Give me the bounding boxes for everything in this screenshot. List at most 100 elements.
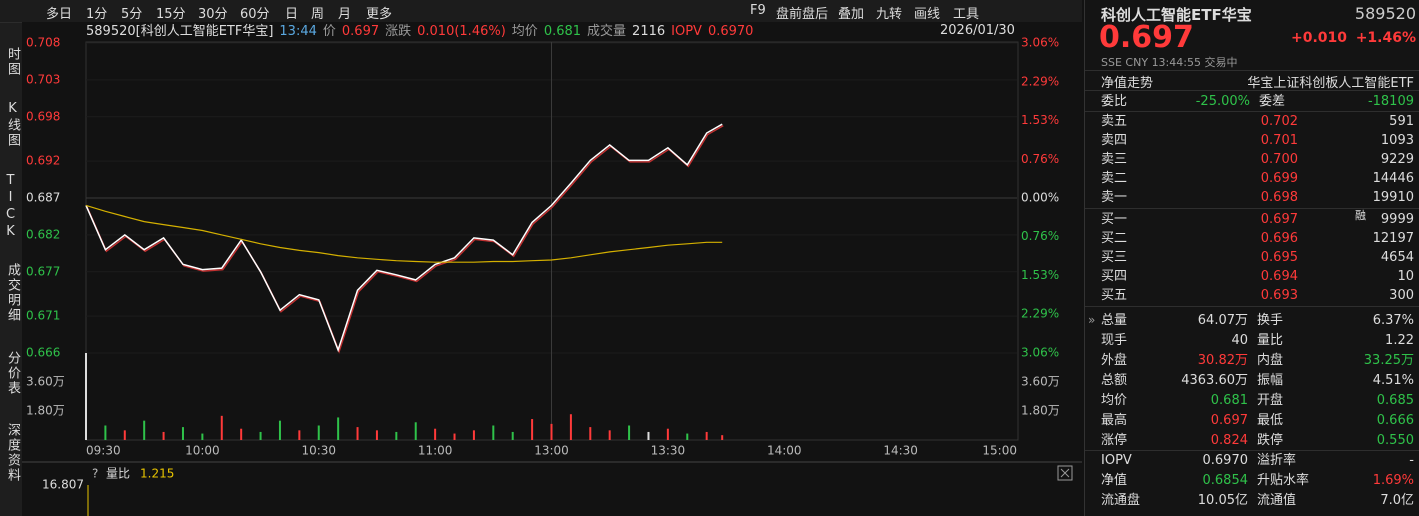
tool-button[interactable]: 叠加 (838, 7, 865, 22)
change-pct: +1.46% (1355, 30, 1416, 46)
tool-button[interactable]: 画线 (914, 7, 941, 22)
book-price: 0.701 (1260, 133, 1298, 148)
volume-bar (181, 427, 184, 440)
fund-value: 0.6854 (1202, 473, 1249, 488)
label: 价 (322, 24, 336, 39)
x-tick-label: 09:30 (86, 444, 121, 458)
volume: 2116 (632, 24, 666, 39)
row: 卖四 0.701 1093 (1085, 131, 1419, 150)
close-button[interactable] (1057, 465, 1073, 481)
period-tab[interactable]: 5分 (121, 7, 143, 22)
row: 买四 0.694 10 (1085, 267, 1419, 286)
label: 涨跌 (385, 24, 412, 39)
book-price: 0.694 (1260, 269, 1298, 284)
quote-meta: SSE CNY 13:44:55 交易中 (1101, 54, 1237, 70)
side-tab[interactable]: 深度资料 (5, 423, 20, 483)
y2-tick-label: 3.06% (1021, 346, 1059, 360)
label: 委差 (1259, 94, 1286, 109)
time: 13:44:55 (1151, 56, 1201, 69)
volume-bar (278, 420, 281, 440)
volume-bar (104, 425, 107, 440)
book-label: 卖二 (1101, 171, 1128, 186)
stat-label: 换手 (1257, 313, 1284, 328)
close-icon (1060, 468, 1070, 478)
book-volume: 10 (1397, 269, 1414, 284)
exchange: SSE (1101, 56, 1122, 69)
y-tick-label: 0.708 (26, 36, 60, 50)
stat-value: 0.681 (1210, 393, 1248, 408)
stat-value: 0.685 (1376, 393, 1414, 408)
volume-bar (220, 415, 223, 440)
vol-tick-label: 1.80万 (26, 404, 65, 418)
book-label: 卖四 (1101, 133, 1128, 148)
side-tab[interactable]: 时图 (5, 47, 20, 77)
period-tab[interactable]: 日 (285, 7, 299, 22)
book-volume: 1093 (1380, 133, 1414, 148)
quote-panel: 科创人工智能ETF华宝 589520 0.697 +0.010 +1.46% S… (1084, 0, 1419, 516)
tool-button[interactable]: 盘前盘后 (776, 7, 829, 22)
tool-button[interactable]: 九转 (876, 7, 903, 22)
volume-bar (414, 422, 417, 440)
side-tab[interactable]: 分价表 (5, 351, 20, 396)
row: 买二 0.696 12197 (1085, 229, 1419, 248)
period-tab[interactable]: 月 (338, 7, 352, 22)
period-tab[interactable]: 多日 (46, 7, 73, 22)
y2-tick-label: 3.06% (1021, 36, 1059, 50)
fund-value: 7.0亿 (1380, 493, 1414, 508)
fund-label: 升贴水率 (1257, 473, 1310, 488)
book-price: 0.702 (1260, 114, 1298, 129)
row: 最高 0.697 最低 0.666 (1085, 411, 1419, 430)
book-volume: 14446 (1372, 171, 1414, 186)
y-tick-label: 0.687 (26, 191, 60, 205)
book-volume: 300 (1389, 288, 1414, 303)
row: 总量 64.07万 换手 6.37% (1085, 311, 1419, 330)
tool-button[interactable]: 工具 (953, 7, 980, 22)
volume-bar (647, 431, 650, 440)
period-tab[interactable]: 30分 (198, 7, 228, 22)
side-tab[interactable]: K线图 (5, 101, 20, 148)
side-tab[interactable]: 成交明细 (5, 263, 20, 323)
stat-value: 4363.60万 (1181, 373, 1248, 388)
row: 卖三 0.700 9229 (1085, 150, 1419, 169)
stat-value: 0.550 (1376, 433, 1414, 448)
period-tab[interactable]: 1分 (86, 7, 108, 22)
volume-bar (589, 427, 592, 440)
x-tick-label: 13:00 (534, 444, 569, 458)
fund-value: 1.69% (1372, 473, 1414, 488)
expand-arrow[interactable]: » (1088, 313, 1096, 327)
row: IOPV 0.6970 溢折率 - (1085, 451, 1419, 470)
stat-label: 振幅 (1257, 373, 1284, 388)
tool-button[interactable]: F9 (750, 3, 766, 18)
x-tick-label: 10:30 (301, 444, 336, 458)
book-label: 卖一 (1101, 190, 1128, 205)
change: +0.010 (1291, 30, 1348, 46)
vol-tick-label-right: 3.60万 (1021, 375, 1060, 389)
avg-line (85, 204, 723, 263)
book-volume: 19910 (1372, 190, 1414, 205)
volume-bar (531, 419, 534, 440)
volume-bar (240, 428, 243, 440)
period-tab[interactable]: 周 (311, 7, 325, 22)
stat-label: 开盘 (1257, 393, 1284, 408)
volume-bar (395, 431, 398, 440)
side-tab[interactable]: TICK (3, 173, 18, 241)
period-tab[interactable]: 更多 (366, 7, 393, 22)
nav-link[interactable]: 净值走势 (1101, 76, 1154, 91)
volume-bar (123, 430, 126, 440)
book-price: 0.697 (1260, 212, 1298, 227)
fund-label: 溢折率 (1257, 453, 1297, 468)
separator (1085, 450, 1419, 451)
period-tab[interactable]: 60分 (240, 7, 270, 22)
book-price: 0.698 (1260, 190, 1298, 205)
book-volume: 9999 (1380, 212, 1414, 227)
stat-label: 总额 (1101, 373, 1128, 388)
y-tick-label: 0.666 (26, 346, 60, 360)
separator (1085, 70, 1419, 71)
volume-bar (201, 433, 204, 440)
book-label: 卖三 (1101, 152, 1128, 167)
x-tick-label: 14:30 (883, 444, 918, 458)
indicator-value: 1.215 (140, 467, 174, 481)
period-tab[interactable]: 15分 (156, 7, 186, 22)
volume-bar (317, 425, 320, 440)
volume-bar (143, 420, 146, 440)
